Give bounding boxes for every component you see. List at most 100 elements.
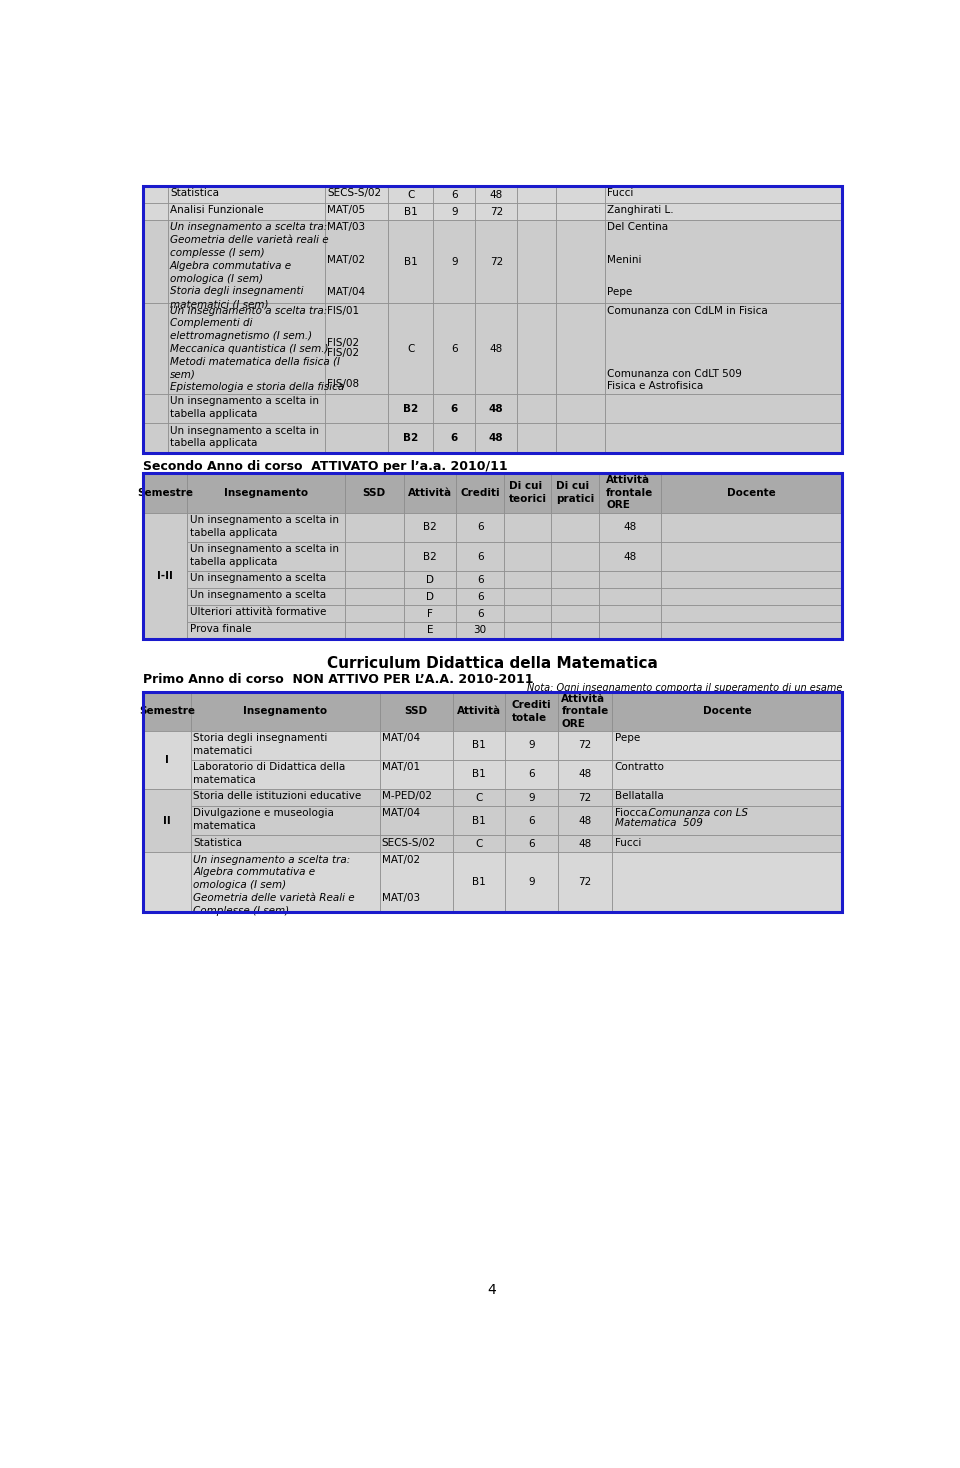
Text: Contratto: Contratto: [614, 762, 664, 772]
Text: Comunanza con LS: Comunanza con LS: [642, 809, 748, 818]
Bar: [143, 691, 842, 912]
Bar: [517, 186, 556, 203]
Text: Primo Anno di corso  NON ATTIVO PER L’A.A. 2010-2011: Primo Anno di corso NON ATTIVO PER L’A.A…: [143, 672, 534, 686]
Bar: [660, 571, 842, 589]
Bar: [605, 393, 842, 423]
Bar: [143, 853, 191, 912]
Text: M-PED/02: M-PED/02: [382, 791, 432, 802]
Text: 72: 72: [579, 740, 591, 750]
Text: Ulteriori attività formative: Ulteriori attività formative: [190, 608, 326, 618]
Text: Docente: Docente: [727, 487, 776, 498]
Text: Insegnamento: Insegnamento: [224, 487, 308, 498]
Bar: [558, 853, 612, 912]
Bar: [187, 589, 345, 605]
Bar: [187, 571, 345, 589]
Text: B2: B2: [403, 433, 419, 443]
Bar: [345, 605, 404, 622]
Bar: [345, 571, 404, 589]
Bar: [599, 605, 660, 622]
Bar: [556, 304, 605, 393]
Text: 6: 6: [450, 404, 458, 414]
Bar: [556, 423, 605, 452]
Text: B1: B1: [472, 878, 486, 887]
Text: Laboratorio di Didattica della
matematica: Laboratorio di Didattica della matematic…: [193, 762, 346, 785]
Bar: [505, 760, 558, 790]
Bar: [558, 790, 612, 806]
Bar: [456, 542, 504, 571]
Bar: [191, 760, 379, 790]
Bar: [143, 622, 187, 639]
Bar: [475, 304, 517, 393]
Text: Fucci: Fucci: [614, 838, 641, 847]
Bar: [475, 393, 517, 423]
Text: 9: 9: [528, 740, 535, 750]
Text: Curriculum Didattica della Matematica: Curriculum Didattica della Matematica: [326, 656, 658, 671]
Bar: [456, 605, 504, 622]
Text: 72: 72: [579, 878, 591, 887]
Text: MAT/04: MAT/04: [382, 733, 420, 743]
Text: Un insegnamento a scelta in
tabella applicata: Un insegnamento a scelta in tabella appl…: [170, 396, 319, 420]
Text: Attività: Attività: [457, 706, 501, 716]
Text: 72: 72: [490, 207, 503, 217]
Bar: [453, 731, 505, 760]
Text: SECS-S/02: SECS-S/02: [327, 188, 381, 198]
Text: C: C: [407, 189, 415, 200]
Bar: [143, 542, 187, 571]
Text: Statistica: Statistica: [193, 838, 242, 847]
Text: Crediti: Crediti: [461, 487, 500, 498]
Bar: [612, 806, 842, 835]
Text: Docente: Docente: [703, 706, 752, 716]
Bar: [187, 622, 345, 639]
Text: B2: B2: [423, 523, 437, 533]
Text: 48: 48: [579, 816, 591, 825]
Bar: [453, 806, 505, 835]
Bar: [599, 622, 660, 639]
Bar: [345, 622, 404, 639]
Bar: [599, 542, 660, 571]
Bar: [143, 220, 168, 304]
Bar: [191, 691, 379, 731]
Bar: [168, 186, 325, 203]
Bar: [456, 512, 504, 542]
Bar: [325, 304, 388, 393]
Bar: [433, 220, 475, 304]
Text: SSD: SSD: [405, 706, 428, 716]
Text: 48: 48: [623, 523, 636, 533]
Bar: [143, 691, 191, 731]
Text: MAT/04: MAT/04: [382, 809, 420, 818]
Bar: [556, 203, 605, 220]
Bar: [599, 512, 660, 542]
Text: Semestre: Semestre: [137, 487, 193, 498]
Text: Del Centina: Del Centina: [607, 222, 668, 232]
Bar: [475, 203, 517, 220]
Text: 9: 9: [528, 878, 535, 887]
Bar: [404, 605, 456, 622]
Bar: [504, 589, 551, 605]
Text: Matematica  509: Matematica 509: [614, 818, 703, 828]
Bar: [433, 186, 475, 203]
Text: 72: 72: [579, 793, 591, 803]
Text: MAT/01: MAT/01: [382, 762, 420, 772]
Text: Bellatalla: Bellatalla: [614, 791, 663, 802]
Bar: [660, 622, 842, 639]
Bar: [505, 691, 558, 731]
Text: B2: B2: [403, 404, 419, 414]
Text: Un insegnamento a scelta: Un insegnamento a scelta: [190, 574, 325, 583]
Text: Storia delle istituzioni educative: Storia delle istituzioni educative: [193, 791, 361, 802]
Text: Comunanza con CdLT 509
Fisica e Astrofisica: Comunanza con CdLT 509 Fisica e Astrofis…: [607, 368, 742, 392]
Text: Statistica: Statistica: [170, 188, 219, 198]
Bar: [453, 760, 505, 790]
Text: Attività: Attività: [408, 487, 452, 498]
Text: 6: 6: [528, 769, 535, 780]
Text: 6: 6: [477, 592, 484, 602]
Bar: [404, 512, 456, 542]
Text: Analisi Funzionale: Analisi Funzionale: [170, 206, 264, 216]
Bar: [504, 605, 551, 622]
Text: Un insegnamento a scelta tra:
Geometria delle varietà reali e
complesse (I sem)
: Un insegnamento a scelta tra: Geometria …: [170, 222, 328, 310]
Bar: [404, 473, 456, 512]
Text: 6: 6: [477, 552, 484, 562]
Text: 48: 48: [489, 433, 504, 443]
Bar: [505, 806, 558, 835]
Bar: [612, 691, 842, 731]
Bar: [433, 423, 475, 452]
